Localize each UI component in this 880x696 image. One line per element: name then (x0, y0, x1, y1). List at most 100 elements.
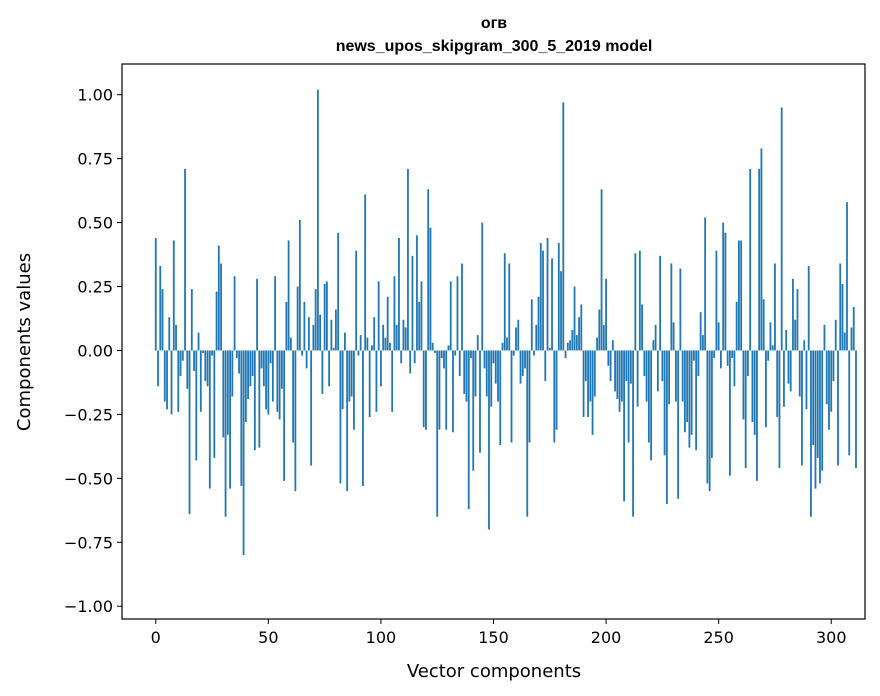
bar (526, 350, 529, 517)
bar (605, 278, 607, 351)
bar (499, 350, 502, 446)
bar (215, 291, 218, 351)
bar (188, 350, 191, 515)
bar (580, 304, 583, 351)
bar (181, 350, 184, 361)
x-tick-label: 200 (591, 628, 622, 647)
bar (256, 278, 258, 351)
bar (154, 237, 157, 351)
bar (443, 350, 445, 369)
bar (756, 350, 758, 481)
bars-group (154, 89, 857, 556)
bar (404, 327, 407, 351)
bar (461, 263, 463, 351)
bar (602, 324, 605, 351)
bar (337, 232, 340, 351)
bar (409, 350, 412, 374)
bar (262, 350, 265, 387)
y-tick-label: −1.00 (64, 597, 113, 616)
bar (744, 350, 747, 469)
bar (470, 350, 472, 359)
bar (762, 299, 765, 351)
bar (310, 350, 313, 466)
bar (553, 350, 556, 443)
bar (510, 350, 513, 443)
bar (638, 250, 641, 351)
bar (695, 350, 698, 451)
bar (488, 350, 490, 530)
bar (485, 350, 488, 397)
bar (292, 350, 295, 443)
chart-subtitle: news_upos_skipgram_300_5_2019 model (336, 38, 653, 55)
bar (274, 276, 276, 351)
bar (418, 301, 421, 351)
bar (848, 350, 851, 456)
bar (679, 268, 682, 351)
bar (665, 350, 668, 504)
bar (382, 324, 385, 351)
bar (506, 337, 508, 351)
bar (643, 350, 646, 377)
bar (801, 350, 803, 466)
bar (780, 107, 783, 351)
y-tick-label: 0.25 (77, 278, 113, 297)
bar (355, 250, 358, 351)
bar (186, 350, 189, 389)
bar (810, 350, 812, 517)
bar (706, 350, 709, 484)
bar (758, 168, 761, 351)
bar (742, 350, 745, 420)
bar (521, 350, 524, 377)
bar (501, 342, 504, 351)
bar (316, 89, 319, 351)
bar (573, 286, 576, 351)
y-tick-label: −0.50 (64, 469, 113, 488)
bar (199, 350, 202, 412)
y-tick-label: 0.00 (77, 341, 113, 360)
bar (589, 350, 592, 402)
bar (344, 332, 346, 351)
bar (652, 340, 655, 351)
bar (609, 350, 612, 382)
bar (749, 168, 752, 351)
bar (467, 350, 470, 510)
bar (805, 350, 808, 410)
bar (224, 350, 227, 517)
bar (557, 243, 560, 351)
bar (670, 263, 673, 351)
bar (325, 281, 328, 351)
bar (560, 271, 562, 351)
bar (427, 189, 430, 351)
bar (434, 350, 436, 354)
bar (812, 350, 815, 446)
bar (285, 301, 288, 351)
bar (463, 350, 466, 394)
bar (578, 317, 580, 351)
bar (346, 350, 349, 492)
bar (715, 250, 718, 351)
bar (796, 289, 799, 351)
bar (548, 347, 551, 351)
bar (492, 350, 495, 364)
bar (623, 350, 625, 502)
bar (792, 278, 794, 351)
x-tick-label: 100 (366, 628, 397, 647)
bar (720, 350, 722, 369)
bar (280, 350, 283, 389)
bar (544, 350, 547, 382)
bar (839, 263, 842, 351)
bar (787, 350, 790, 384)
bar (371, 345, 373, 351)
bar (452, 350, 454, 433)
bar (690, 350, 693, 435)
bar (711, 350, 713, 458)
bar (767, 350, 770, 361)
bar (834, 319, 837, 351)
bar (783, 350, 785, 407)
bar (235, 350, 238, 359)
bar (688, 350, 691, 448)
bar (731, 350, 734, 359)
bar (765, 350, 767, 428)
bar (184, 168, 186, 351)
bar (546, 237, 549, 351)
